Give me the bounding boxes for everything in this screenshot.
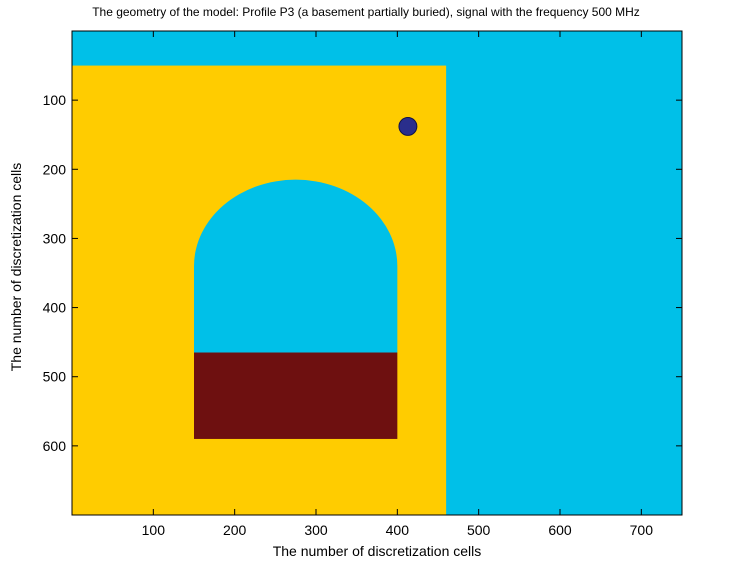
x-tick-label: 300 (304, 522, 328, 538)
y-axis-label: The number of discretization cells (8, 162, 24, 372)
y-tick-label: 400 (43, 300, 67, 316)
basement-floor-region (194, 352, 398, 439)
y-tick-label: 300 (43, 230, 67, 246)
x-tick-label: 600 (548, 522, 572, 538)
x-tick-label: 700 (630, 522, 654, 538)
x-tick-label: 100 (142, 522, 166, 538)
target-object (398, 116, 418, 136)
axis-ticks: 100 200 300 400 500 600 700 100 200 300 400 500 600 (43, 31, 682, 538)
axes-frame (71, 30, 683, 516)
y-tick-label: 500 (43, 369, 67, 385)
x-tick-label: 400 (386, 522, 410, 538)
x-tick-label: 500 (467, 522, 491, 538)
plot-title: The geometry of the model: Profile P3 (a… (92, 5, 640, 19)
basement-cavity-region (194, 179, 398, 353)
y-tick-label: 100 (43, 92, 67, 108)
y-tick-label: 200 (43, 161, 67, 177)
y-tick-label: 600 (43, 438, 67, 454)
plot-area (72, 31, 682, 516)
x-tick-label: 200 (223, 522, 247, 538)
x-axis-label: The number of discretization cells (272, 543, 482, 559)
